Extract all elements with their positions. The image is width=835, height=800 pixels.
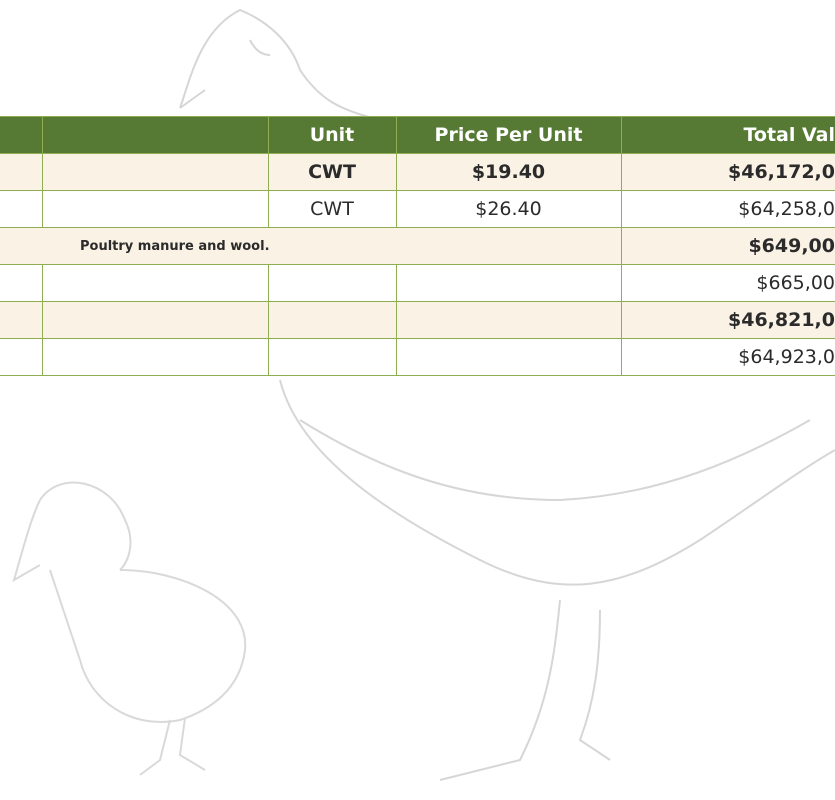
empty-cell	[0, 301, 43, 339]
empty-cell	[0, 338, 43, 376]
empty-cell	[41, 153, 269, 191]
empty-cell	[0, 264, 43, 302]
price-table: Unit Price Per Unit Total Val CWT $19.40 $46,…	[0, 116, 835, 376]
empty-cell	[41, 190, 269, 228]
table-row: Unit Price Per Unit Total Val	[0, 116, 835, 154]
empty-cell	[267, 264, 397, 302]
table-row: CWT $19.40 $46,172,0	[0, 153, 835, 191]
unit-cell: Unit	[267, 116, 397, 154]
empty-cell	[395, 264, 622, 302]
empty-cell	[267, 338, 397, 376]
unit-cell: CWT	[267, 153, 397, 191]
empty-cell	[41, 116, 269, 154]
empty-cell	[41, 338, 269, 376]
total-cell: $649,00	[620, 227, 835, 265]
empty-cell	[0, 190, 43, 228]
total-cell: $665,00	[620, 264, 835, 302]
empty-cell	[395, 338, 622, 376]
total-cell: $46,172,0	[620, 153, 835, 191]
total-cell: $46,821,0	[620, 301, 835, 339]
empty-cell	[0, 116, 43, 154]
note-cell: Poultry manure and wool.	[0, 227, 622, 265]
empty-cell	[267, 301, 397, 339]
empty-cell	[41, 301, 269, 339]
empty-cell	[0, 153, 43, 191]
total-cell: $64,258,0	[620, 190, 835, 228]
total-cell: Total Val	[620, 116, 835, 154]
price-cell: Price Per Unit	[395, 116, 622, 154]
table-row: Poultry manure and wool. $649,00	[0, 227, 835, 265]
table-body: Unit Price Per Unit Total Val CWT $19.40 $46,…	[0, 116, 835, 376]
unit-cell: CWT	[267, 190, 397, 228]
empty-cell	[395, 301, 622, 339]
hen-sketch	[179, 8, 835, 781]
table-row: CWT $26.40 $64,258,0	[0, 190, 835, 228]
total-cell: $64,923,0	[620, 338, 835, 376]
table-row: $665,00	[0, 264, 835, 302]
empty-cell	[41, 264, 269, 302]
price-cell: $26.40	[395, 190, 622, 228]
table-row: $64,923,0	[0, 338, 835, 376]
chick-sketch	[12, 481, 247, 776]
table-row: $46,821,0	[0, 301, 835, 339]
price-cell: $19.40	[395, 153, 622, 191]
